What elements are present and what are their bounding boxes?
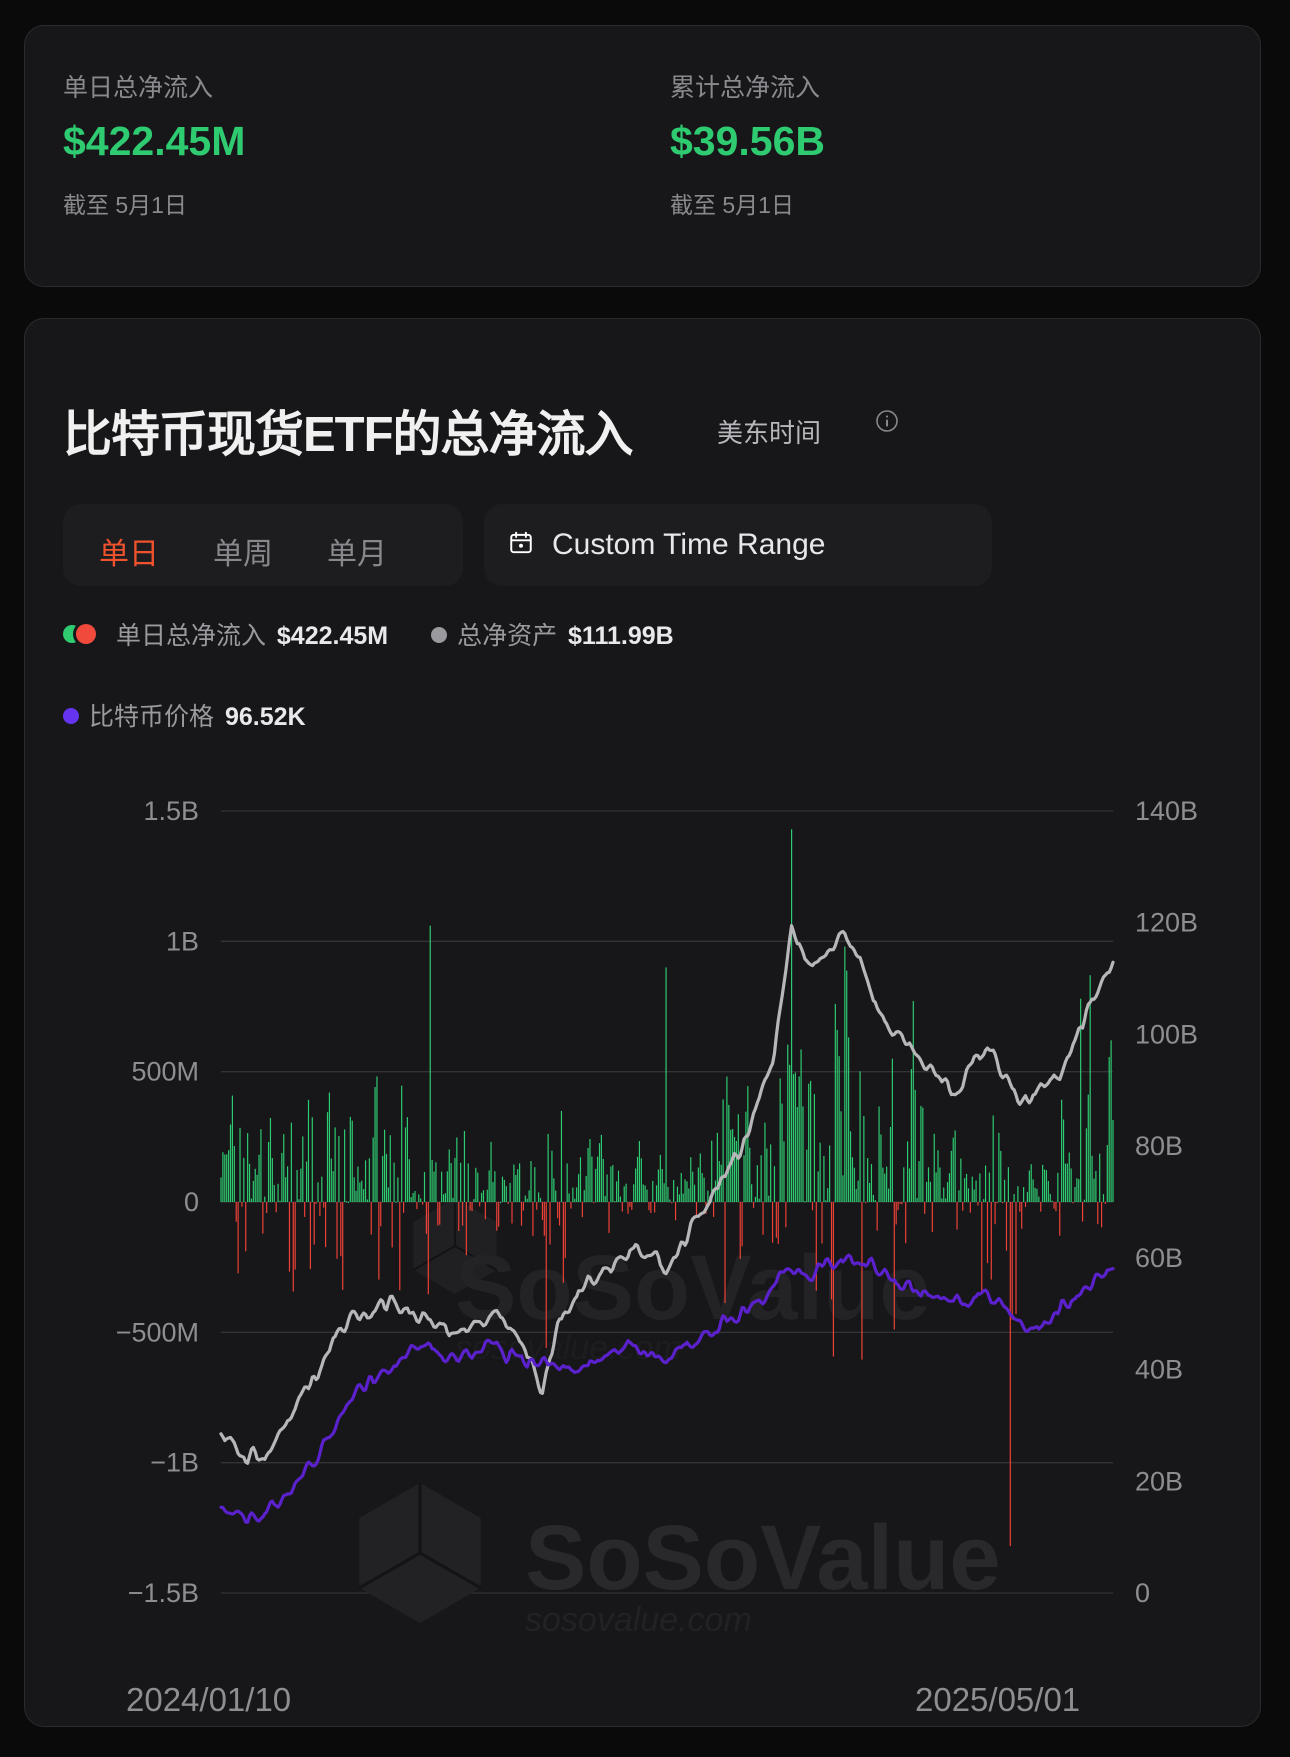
svg-text:−1.5B: −1.5B [128, 1578, 199, 1608]
svg-text:SoSoValue: SoSoValue [525, 1507, 1001, 1609]
svg-text:80B: 80B [1135, 1131, 1183, 1161]
svg-text:1B: 1B [166, 926, 199, 956]
svg-text:40B: 40B [1135, 1355, 1183, 1385]
svg-text:100B: 100B [1135, 1019, 1198, 1049]
svg-text:2025/05/01: 2025/05/01 [915, 1681, 1080, 1718]
svg-text:60B: 60B [1135, 1243, 1183, 1273]
svg-text:2024/01/10: 2024/01/10 [126, 1681, 291, 1718]
svg-text:−500M: −500M [116, 1317, 199, 1347]
svg-text:1.5B: 1.5B [143, 796, 199, 826]
svg-text:120B: 120B [1135, 908, 1198, 938]
svg-text:500M: 500M [131, 1057, 199, 1087]
svg-text:sosovalue.com: sosovalue.com [525, 1601, 752, 1639]
svg-text:sosovalue.com: sosovalue.com [455, 1329, 682, 1367]
svg-text:0: 0 [184, 1187, 199, 1217]
svg-text:−1B: −1B [150, 1448, 199, 1478]
svg-text:20B: 20B [1135, 1466, 1183, 1496]
svg-text:140B: 140B [1135, 796, 1198, 826]
svg-text:SoSoValue: SoSoValue [455, 1237, 931, 1339]
svg-text:0: 0 [1135, 1578, 1150, 1608]
